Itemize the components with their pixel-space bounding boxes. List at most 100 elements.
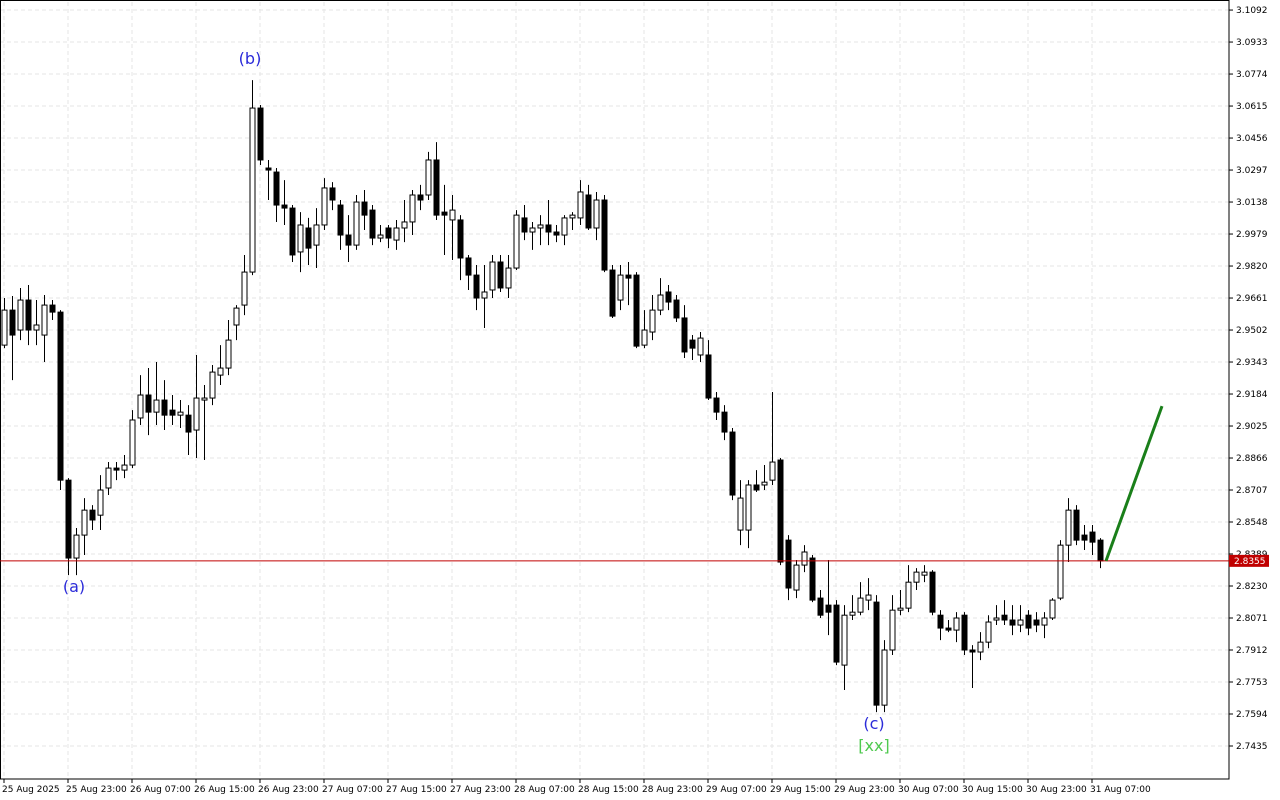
x-tick-label: 26 Aug 23:00: [258, 785, 319, 795]
candle-body: [809, 557, 816, 601]
candle-body: [617, 274, 624, 301]
candle-body: [305, 227, 312, 249]
candle-body: [273, 171, 280, 206]
y-tick-label: 3.0774: [1236, 70, 1268, 80]
x-tick-label: 27 Aug 23:00: [450, 785, 511, 795]
candle-body: [257, 107, 264, 161]
candle-body: [825, 604, 832, 613]
candle-body: [993, 617, 1000, 621]
candle-body: [449, 209, 456, 221]
candle-body: [369, 209, 376, 239]
candle-body: [225, 339, 232, 369]
candle-body: [513, 214, 520, 269]
candle-body: [913, 571, 920, 583]
candle-body: [169, 409, 176, 416]
forecast-line: [1104, 405, 1164, 562]
candle-body: [97, 489, 104, 516]
candle-body: [465, 257, 472, 276]
y-tick-label: 2.9661: [1236, 294, 1268, 304]
y-tick-label: 3.0456: [1236, 134, 1268, 144]
candle-body: [785, 539, 792, 589]
candle-body: [897, 607, 904, 611]
candle-body: [1097, 539, 1104, 562]
candle-body: [329, 187, 336, 201]
candle-body: [801, 551, 808, 566]
y-tick-label: 2.8071: [1236, 614, 1268, 624]
candle-body: [969, 649, 976, 653]
candle-body: [953, 617, 960, 631]
y-tick-label: 2.9502: [1236, 326, 1268, 336]
candle-body: [865, 594, 872, 601]
candle-body: [457, 219, 464, 259]
y-tick-label: 2.7753: [1236, 678, 1268, 688]
candle-body: [961, 614, 968, 651]
y-tick-label: 2.9025: [1236, 422, 1268, 432]
candle-body: [1025, 614, 1032, 629]
candle-body: [321, 187, 328, 226]
candle-body: [1057, 544, 1064, 599]
candle-body: [921, 571, 928, 576]
candle-body: [177, 411, 184, 416]
candle-body: [353, 201, 360, 246]
candle-body: [561, 217, 568, 236]
candle-body: [161, 399, 168, 416]
candle-body: [65, 479, 72, 559]
candle-body: [89, 509, 96, 521]
y-tick-label: 2.8230: [1236, 582, 1268, 592]
candle-body: [1073, 509, 1080, 541]
y-tick-label: 3.1092: [1236, 6, 1268, 16]
candle-body: [345, 234, 352, 246]
candle-body: [689, 339, 696, 349]
x-tick-label: 30 Aug 15:00: [962, 785, 1023, 795]
candle-body: [537, 224, 544, 229]
candle-body: [985, 621, 992, 643]
candle-body: [889, 609, 896, 651]
y-tick-label: 2.9184: [1236, 390, 1268, 400]
candle-body: [113, 467, 120, 471]
candle-body: [129, 419, 136, 466]
candle-body: [33, 324, 40, 331]
y-tick-label: 2.9979: [1236, 230, 1268, 240]
candle-body: [601, 199, 608, 271]
candle-body: [1, 309, 8, 346]
candle-body: [505, 267, 512, 289]
candle-body: [633, 274, 640, 347]
candle-body: [409, 194, 416, 223]
x-tick-label: 25 Aug 2025: [2, 785, 60, 795]
candle-body: [577, 191, 584, 219]
candle-body: [217, 367, 224, 376]
candle-body: [241, 271, 248, 306]
candle-body: [153, 399, 160, 413]
y-tick-label: 3.0297: [1236, 166, 1268, 176]
candle-body: [1009, 619, 1016, 626]
candle-body: [777, 459, 784, 563]
candle-body: [417, 194, 424, 201]
y-tick-label: 2.8866: [1236, 454, 1268, 464]
candle-body: [585, 194, 592, 229]
candle-body: [401, 221, 408, 229]
candle-body: [857, 597, 864, 613]
candle-body: [817, 597, 824, 616]
candle-body: [105, 467, 112, 489]
candle-body: [201, 397, 208, 401]
candle-body: [697, 337, 704, 356]
y-tick-label: 3.0615: [1236, 102, 1268, 112]
y-tick-label: 2.7435: [1236, 742, 1268, 752]
candle-body: [849, 611, 856, 616]
candle-body: [265, 167, 272, 171]
wave-label: [xx]: [858, 736, 889, 755]
candle-body: [625, 274, 632, 279]
candle-body: [377, 234, 384, 239]
x-tick-label: 30 Aug 07:00: [898, 785, 959, 795]
y-tick-label: 3.0138: [1236, 198, 1268, 208]
candle-body: [393, 227, 400, 241]
candle-body: [1001, 614, 1008, 621]
candle-body: [529, 227, 536, 233]
candle-body: [1049, 599, 1056, 619]
candle-body: [641, 329, 648, 346]
candle-body: [313, 224, 320, 246]
candle-body: [49, 304, 56, 313]
candle-body: [673, 299, 680, 319]
candle-body: [9, 309, 16, 336]
